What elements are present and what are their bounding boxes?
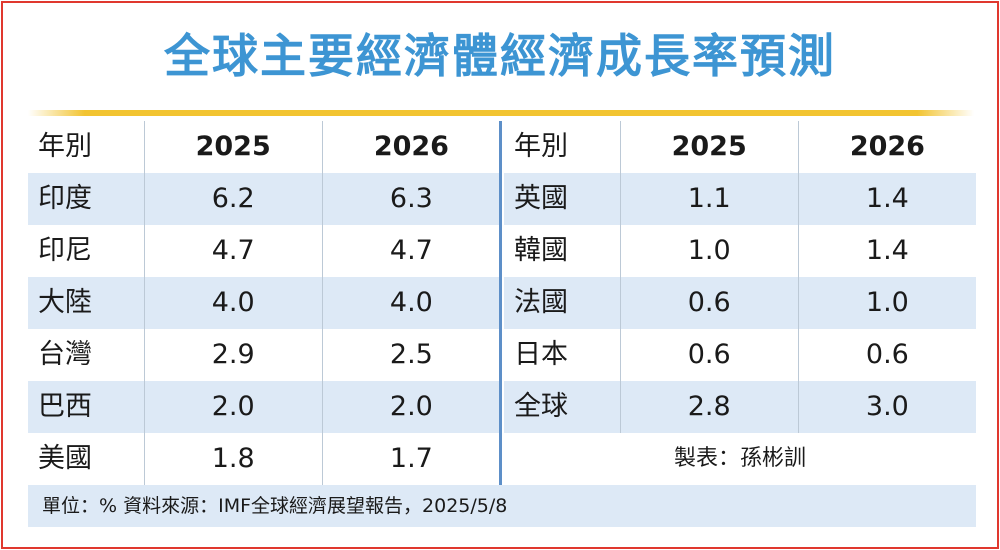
country-cell: 法國 <box>514 287 568 318</box>
title-underline <box>28 110 974 116</box>
value-2025-cell: 0.6 <box>619 277 798 329</box>
value-2025-cell: 2.0 <box>143 381 322 433</box>
country-cell: 台灣 <box>38 339 92 370</box>
right-table: 年別 2025 2026 英國 1.1 1.4 韓國 1.0 1.4 法國 0.… <box>504 121 976 433</box>
source-footer: 單位：% 資料來源：IMF全球經濟展望報告，2025/5/8 <box>28 485 976 527</box>
header-year: 年別 <box>38 131 92 162</box>
table-row: 美國 1.8 1.7 <box>28 433 500 485</box>
value-2025-cell: 4.7 <box>143 225 322 277</box>
value-2026-cell: 0.6 <box>797 329 976 381</box>
value-2026-cell: 1.0 <box>797 277 976 329</box>
table-row: 韓國 1.0 1.4 <box>504 225 976 277</box>
value-2025-cell: 2.9 <box>143 329 322 381</box>
table-row: 印尼 4.7 4.7 <box>28 225 500 277</box>
value-2025-cell: 4.0 <box>143 277 322 329</box>
table-row: 全球 2.8 3.0 <box>504 381 976 433</box>
value-2026-cell: 2.0 <box>321 381 500 433</box>
value-2025-cell: 0.6 <box>619 329 798 381</box>
value-2025-cell: 1.0 <box>619 225 798 277</box>
value-2026-cell: 4.0 <box>321 277 500 329</box>
table-row: 法國 0.6 1.0 <box>504 277 976 329</box>
page-title: 全球主要經濟體經濟成長率預測 <box>164 29 836 83</box>
table-header-row: 年別 2025 2026 <box>28 121 500 173</box>
country-cell: 大陸 <box>38 287 92 318</box>
country-cell: 印度 <box>38 183 92 214</box>
header-2026: 2026 <box>321 121 500 173</box>
header-2026: 2026 <box>797 121 976 173</box>
table-row: 印度 6.2 6.3 <box>28 173 500 225</box>
table-row: 巴西 2.0 2.0 <box>28 381 500 433</box>
table-row: 大陸 4.0 4.0 <box>28 277 500 329</box>
left-table: 年別 2025 2026 印度 6.2 6.3 印尼 4.7 4.7 大陸 4.… <box>28 121 500 485</box>
header-2025: 2025 <box>143 121 322 173</box>
value-2025-cell: 6.2 <box>143 173 322 225</box>
value-2025-cell: 1.1 <box>619 173 798 225</box>
table-header-row: 年別 2025 2026 <box>504 121 976 173</box>
table-divider <box>499 121 502 485</box>
country-cell: 美國 <box>38 443 92 474</box>
country-cell: 韓國 <box>514 235 568 266</box>
header-2025: 2025 <box>619 121 798 173</box>
country-cell: 印尼 <box>38 235 92 266</box>
table-credit: 製表：孫彬訓 <box>673 446 806 471</box>
table-row: 英國 1.1 1.4 <box>504 173 976 225</box>
country-cell: 全球 <box>514 391 568 422</box>
table-row: 台灣 2.9 2.5 <box>28 329 500 381</box>
value-2026-cell: 3.0 <box>797 381 976 433</box>
country-cell: 英國 <box>514 183 568 214</box>
value-2026-cell: 1.4 <box>797 225 976 277</box>
value-2026-cell: 6.3 <box>321 173 500 225</box>
country-cell: 日本 <box>514 339 568 370</box>
value-2026-cell: 4.7 <box>321 225 500 277</box>
value-2026-cell: 1.4 <box>797 173 976 225</box>
header-year: 年別 <box>514 131 568 162</box>
value-2025-cell: 2.8 <box>619 381 798 433</box>
value-2025-cell: 1.8 <box>143 433 322 485</box>
value-2026-cell: 1.7 <box>321 433 500 485</box>
country-cell: 巴西 <box>38 391 92 422</box>
value-2026-cell: 2.5 <box>321 329 500 381</box>
table-row: 日本 0.6 0.6 <box>504 329 976 381</box>
